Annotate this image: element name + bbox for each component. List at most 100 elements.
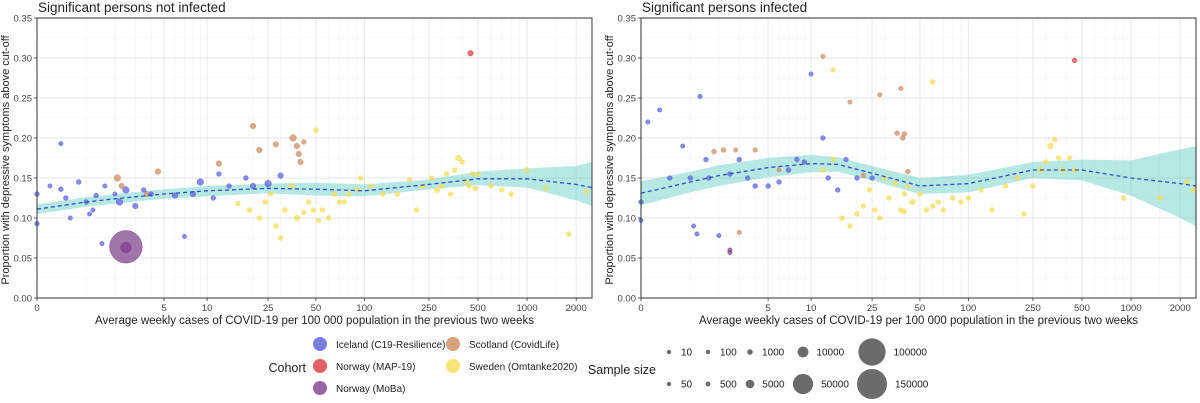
legend-label-norway-map-19-: Norway (MAP-19) [336,362,415,373]
point-sweden-omtanke2020- [331,191,337,197]
legend-label-sweden-omtanke2020-: Sweden (Omtanke2020) [469,362,577,373]
point-iceland-c19-resilience- [122,186,130,194]
x-axis-label: Average weekly cases of COVID-19 per 100… [699,315,1138,327]
point-iceland-c19-resilience- [667,175,673,181]
x-tick-label: 1000 [1120,303,1141,314]
x-axis-label: Average weekly cases of COVID-19 per 100… [95,315,534,327]
point-iceland-c19-resilience- [115,198,124,206]
point-iceland-c19-resilience- [645,119,651,125]
point-sweden-omtanke2020- [1056,155,1062,161]
point-iceland-c19-resilience- [112,191,118,197]
point-sweden-omtanke2020- [325,215,332,221]
point-sweden-omtanke2020- [288,183,294,189]
point-sweden-omtanke2020- [1014,175,1020,181]
point-norway-moba- [727,247,733,253]
point-sweden-omtanke2020- [1043,159,1049,165]
point-sweden-omtanke2020- [542,185,549,192]
point-sweden-omtanke2020- [935,199,941,205]
x-tick-label: 100 [356,303,372,314]
x-tick-label: 25 [867,303,878,314]
panel-1: 0.00 0.05 0.10 0.15 0.20 0.25 0.30 0.35 0 5 10 25 50… [0,0,593,327]
point-iceland-c19-resilience- [93,192,99,199]
y-tick-label: 0.20 [14,134,33,145]
point-sweden-omtanke2020- [406,176,413,183]
point-sweden-omtanke2020- [472,185,478,192]
point-iceland-c19-resilience- [752,183,758,189]
point-iceland-c19-resilience- [243,175,249,181]
y-tick-label: 0.35 [618,14,637,25]
point-scotland-covidlife- [898,85,904,91]
legend: Cohort Iceland (C19-Resilience) Norway (MA… [268,337,929,399]
point-sweden-omtanke2020- [499,187,505,193]
size-legend-marker-1000 [747,349,753,355]
point-sweden-omtanke2020- [448,191,454,197]
point-sweden-omtanke2020- [820,167,826,173]
panel-title: Significant persons infected [642,0,807,15]
legend-swatch-norway-moba- [313,381,327,395]
y-tick-label: 0.00 [14,294,33,305]
size-legend-label-1000: 1000 [762,348,785,359]
x-tick-label: 250 [421,303,437,314]
point-sweden-omtanke2020- [989,207,995,213]
point-iceland-c19-resilience- [277,172,284,179]
point-sweden-omtanke2020- [583,188,589,195]
point-sweden-omtanke2020- [860,203,867,209]
point-sweden-omtanke2020- [892,180,898,187]
point-iceland-c19-resilience- [226,183,232,189]
point-sweden-omtanke2020- [965,195,972,201]
size-legend-label-50: 50 [681,380,693,391]
point-iceland-c19-resilience- [745,175,751,181]
point-sweden-omtanke2020- [886,195,892,201]
point-iceland-c19-resilience- [67,215,73,221]
x-tick-label: 25 [263,303,274,314]
x-tick-label: 10 [806,303,817,314]
point-iceland-c19-resilience- [171,192,179,199]
point-scotland-covidlife- [776,167,782,173]
size-legend-marker-50000 [792,373,814,395]
point-sweden-omtanke2020- [459,159,465,165]
point-iceland-c19-resilience- [694,231,700,237]
point-scotland-covidlife- [733,147,739,153]
panels: 0.000.050.100.150.200.250.300.350 5 10 25 50… [0,0,1197,327]
point-sweden-omtanke2020- [358,175,364,181]
y-tick-label: 0.25 [14,94,33,105]
y-tick-label: 0.05 [14,254,33,265]
point-iceland-c19-resilience- [697,93,703,99]
point-iceland-c19-resilience- [843,156,849,163]
point-sweden-omtanke2020- [1052,136,1058,143]
x-tick-label: 0 [34,303,39,314]
point-scotland-covidlife- [154,168,161,175]
point-norway-map-19- [467,50,474,57]
point-scotland-covidlife- [301,139,307,145]
point-iceland-c19-resilience- [196,178,204,186]
point-iceland-c19-resilience- [216,171,222,177]
point-sweden-omtanke2020- [429,175,435,181]
point-iceland-c19-resilience- [716,233,722,239]
point-sweden-omtanke2020- [336,199,343,205]
point-sweden-omtanke2020- [1003,183,1009,189]
point-iceland-c19-resilience- [687,175,693,181]
y-axis-label: Proportion with depressive symptoms abov… [0,34,12,284]
point-sweden-omtanke2020- [854,211,860,217]
point-scotland-covidlife- [272,141,279,148]
size-legend-marker-10000 [797,346,809,358]
point-sweden-omtanke2020- [978,187,984,193]
point-sweden-omtanke2020- [566,231,572,237]
point-sweden-omtanke2020- [268,191,274,197]
size-legend-label-50000: 50000 [821,380,849,391]
point-sweden-omtanke2020- [310,207,316,213]
point-sweden-omtanke2020- [293,214,300,222]
y-tick-label: 0.00 [618,294,637,305]
point-sweden-omtanke2020- [877,215,883,221]
size-legend-label-10000: 10000 [816,348,844,359]
point-scotland-covidlife- [256,146,263,154]
point-norway-map-19- [1071,57,1078,64]
point-sweden-omtanke2020- [466,183,472,189]
legend-label-norway-moba-: Norway (MoBa) [336,384,405,395]
point-sweden-omtanke2020- [923,207,930,213]
point-iceland-c19-resilience- [680,143,686,149]
point-sweden-omtanke2020- [1021,211,1027,217]
x-tick-label: 100 [960,303,976,314]
y-axis-label: Proportion with depressive symptoms abov… [604,34,616,284]
